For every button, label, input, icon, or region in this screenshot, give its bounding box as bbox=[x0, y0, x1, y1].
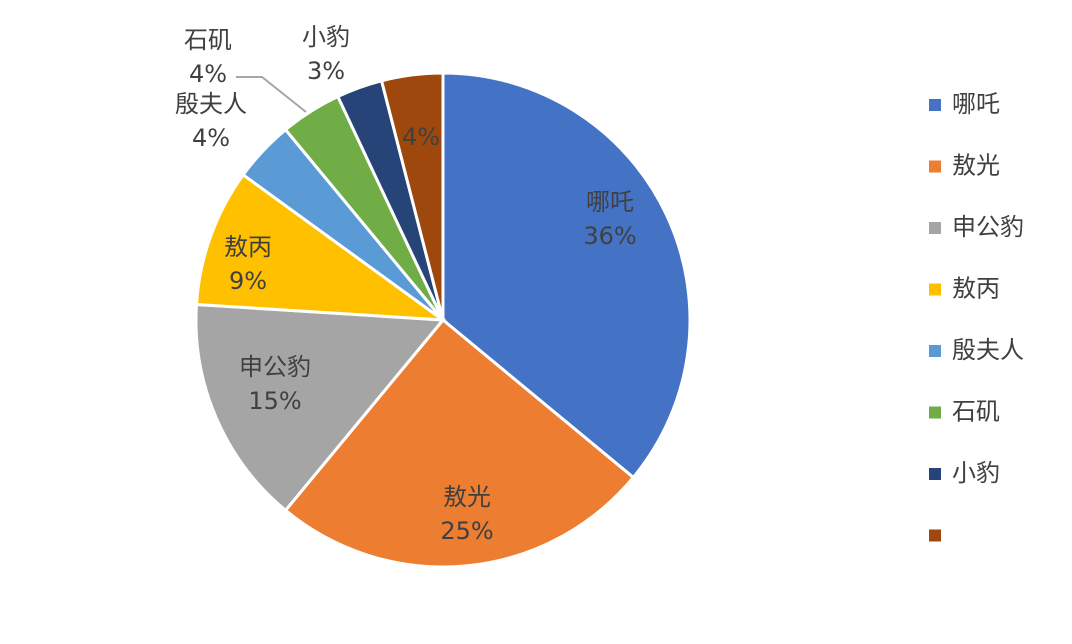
legend-label: 敖丙 bbox=[952, 275, 1000, 303]
data-label-category: 殷夫人 bbox=[175, 90, 247, 118]
legend-label: 敖光 bbox=[952, 152, 1000, 180]
slice bbox=[379, 71, 445, 321]
data-label-category: 敖光 bbox=[443, 483, 491, 511]
legend-label: 殷夫人 bbox=[952, 336, 1024, 364]
data-label-value: 36% bbox=[583, 222, 636, 250]
pie bbox=[194, 71, 692, 569]
legend-label: 石矶 bbox=[952, 398, 1000, 426]
legend-label: 哪吒 bbox=[952, 90, 1000, 118]
data-label-category: 申公豹 bbox=[239, 353, 311, 381]
legend-swatch bbox=[929, 345, 941, 357]
slice bbox=[283, 317, 636, 569]
data-label-value: 25% bbox=[440, 517, 493, 545]
data-label-value: 4% bbox=[192, 124, 230, 152]
data-label-category: 敖丙 bbox=[224, 233, 272, 261]
legend-swatch bbox=[929, 283, 941, 296]
data-label-value: 9% bbox=[229, 267, 267, 295]
legend-swatch bbox=[929, 222, 941, 234]
legend-swatch bbox=[929, 99, 941, 111]
slice bbox=[441, 71, 692, 480]
leader-line bbox=[236, 76, 307, 113]
data-label-value: 4% bbox=[402, 123, 440, 151]
data-label-value: 3% bbox=[307, 57, 345, 85]
data-label-category: 小豹 bbox=[302, 23, 350, 51]
slice bbox=[194, 172, 449, 322]
legend-label: 申公豹 bbox=[952, 213, 1024, 241]
legend-swatch bbox=[929, 160, 941, 173]
legend-swatch bbox=[929, 406, 941, 419]
legend-label: 小豹 bbox=[952, 459, 1000, 487]
slice bbox=[194, 302, 447, 513]
data-label-value: 15% bbox=[248, 387, 301, 415]
legend-swatch bbox=[929, 468, 941, 480]
legend-swatch bbox=[929, 529, 941, 542]
data-label-category: 石矶 bbox=[184, 26, 232, 54]
data-label-value: 4% bbox=[189, 60, 227, 88]
data-label-category: 哪吒 bbox=[586, 188, 634, 216]
